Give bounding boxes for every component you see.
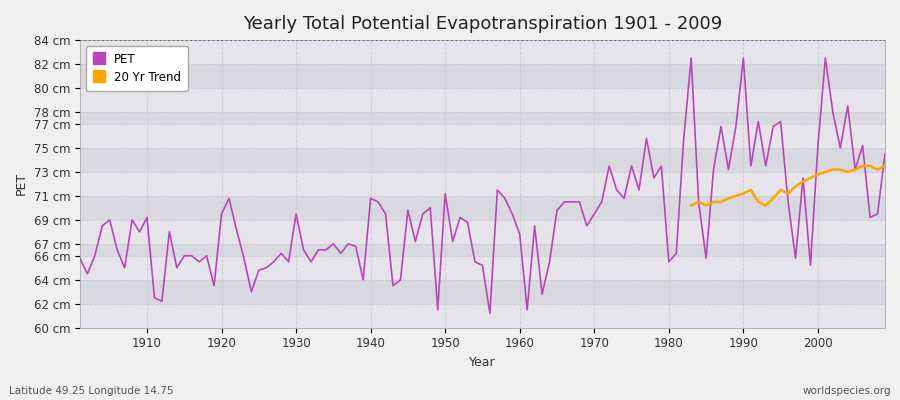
- Bar: [80, 64, 885, 88]
- Bar: [80, 220, 885, 244]
- Bar: [80, 280, 885, 304]
- Bar: [80, 40, 885, 64]
- Text: worldspecies.org: worldspecies.org: [803, 386, 891, 396]
- Bar: [80, 148, 885, 172]
- Bar: [80, 196, 885, 220]
- Bar: [80, 304, 885, 328]
- Bar: [80, 88, 885, 112]
- Legend: PET, 20 Yr Trend: PET, 20 Yr Trend: [86, 46, 188, 91]
- Bar: [80, 172, 885, 196]
- Text: Latitude 49.25 Longitude 14.75: Latitude 49.25 Longitude 14.75: [9, 386, 174, 396]
- Y-axis label: PET: PET: [15, 172, 28, 196]
- Title: Yearly Total Potential Evapotranspiration 1901 - 2009: Yearly Total Potential Evapotranspiratio…: [243, 15, 722, 33]
- Bar: [80, 256, 885, 280]
- Bar: [80, 244, 885, 256]
- X-axis label: Year: Year: [469, 356, 496, 369]
- Bar: [80, 124, 885, 148]
- Bar: [80, 112, 885, 124]
